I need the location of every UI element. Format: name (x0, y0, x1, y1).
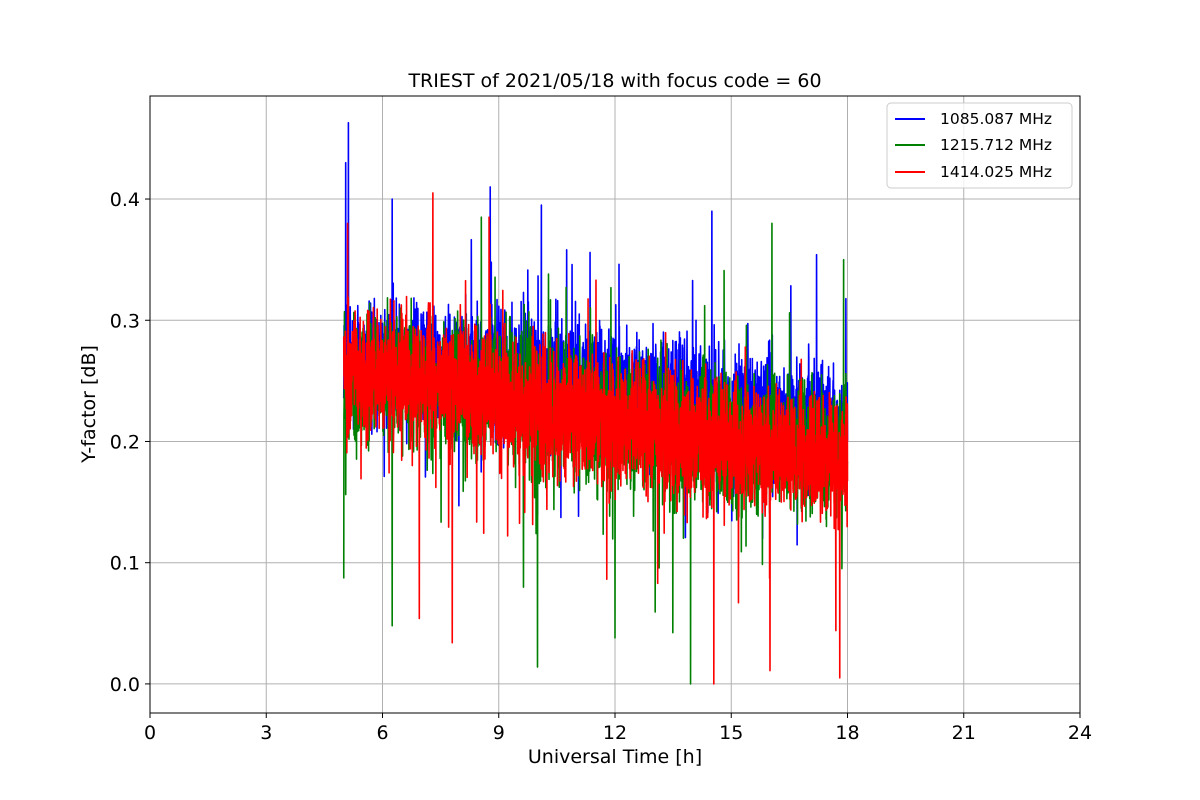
y-tick-label: 0.0 (110, 674, 140, 696)
legend-label-series-1: 1085.087 MHz (940, 110, 1052, 128)
legend-label-series-3: 1414.025 MHz (940, 163, 1052, 181)
x-axis-label: Universal Time [h] (528, 746, 702, 768)
series-line-3 (342, 192, 849, 685)
y-tick-label: 0.3 (110, 310, 140, 332)
x-tick-label: 9 (493, 722, 505, 744)
y-tick-label: 0.2 (110, 431, 140, 453)
chart-title: TRIEST of 2021/05/18 with focus code = 6… (407, 70, 821, 92)
x-tick-label: 15 (719, 722, 743, 744)
y-tick-label: 0.4 (110, 189, 140, 211)
x-tick-label: 24 (1068, 722, 1092, 744)
x-tick-label: 21 (952, 722, 976, 744)
legend-label-series-2: 1215.712 MHz (940, 136, 1052, 154)
x-tick-label: 3 (260, 722, 272, 744)
series-layer (342, 121, 849, 685)
legend-frame (886, 102, 1073, 189)
x-tick-label: 18 (835, 722, 859, 744)
x-tick-label: 12 (603, 722, 627, 744)
legend: 1085.087 MHz 1215.712 MHz 1414.025 MHz (886, 102, 1073, 189)
x-tick-label: 6 (376, 722, 388, 744)
y-tick-label: 0.1 (110, 553, 140, 575)
tick-layer: 0 3 6 9 12 15 18 21 24 0.0 0.1 0.2 0.3 0.4 (110, 189, 1092, 744)
x-tick-label: 0 (144, 722, 156, 744)
y-axis-label: Y-factor [dB] (78, 345, 100, 464)
